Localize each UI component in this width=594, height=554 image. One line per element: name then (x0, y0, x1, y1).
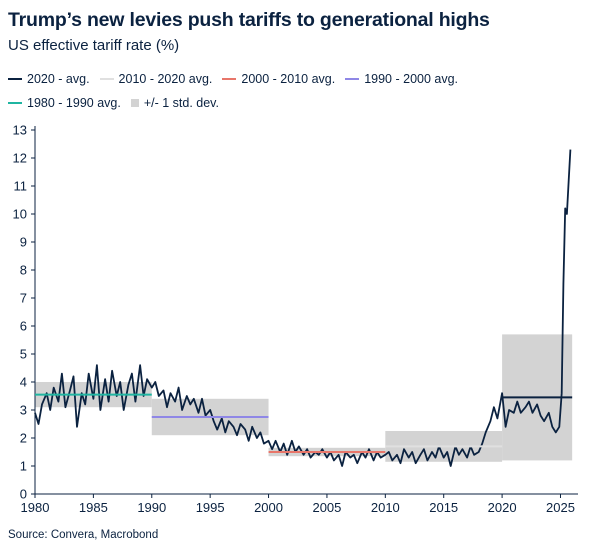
legend-swatch (345, 78, 360, 80)
legend-item-2000-2010-avg: 2000 - 2010 avg. (222, 72, 335, 86)
y-tick-label: 11 (14, 179, 28, 194)
legend-swatch (8, 78, 22, 80)
y-tick-label: 13 (13, 123, 27, 138)
y-tick-label: 6 (20, 319, 27, 334)
x-tick-label: 1995 (196, 500, 225, 515)
source-note: Source: Convera, Macrobond (8, 529, 159, 541)
x-tick-label: 2020 (488, 500, 517, 515)
x-tick-label: 2010 (371, 500, 400, 515)
chart-legend: 2020 - avg. 2010 - 2020 avg. 2000 - 2010… (8, 67, 588, 115)
legend-swatch (99, 78, 114, 80)
x-tick-label: 2015 (429, 500, 458, 515)
x-tick-label: 2000 (254, 500, 283, 515)
y-tick-label: 2 (20, 431, 27, 446)
y-tick-label: 0 (20, 487, 27, 502)
legend-item-1990-2000-avg: 1990 - 2000 avg. (345, 72, 458, 86)
chart-title: Trump’s new levies push tariffs to gener… (8, 9, 490, 31)
legend-swatch (130, 99, 139, 107)
legend-item-2010-2020-avg: 2010 - 2020 avg. (99, 72, 213, 86)
legend-row-2: 1980 - 1990 avg. +/- 1 std. dev. (8, 91, 588, 115)
x-tick-label: 1985 (79, 500, 108, 515)
x-tick-label: 2005 (312, 500, 341, 515)
y-tick-label: 12 (13, 151, 27, 166)
legend-label: 2010 - 2020 avg. (118, 72, 213, 86)
legend-item-1980-1990-avg: 1980 - 1990 avg. (8, 96, 121, 110)
y-tick-label: 3 (20, 403, 27, 418)
legend-item-2020-avg: 2020 - avg. (8, 72, 90, 86)
y-tick-label: 5 (20, 347, 27, 362)
legend-label: 1990 - 2000 avg. (364, 72, 459, 86)
y-tick-label: 8 (20, 263, 27, 278)
legend-label: 2020 - avg. (27, 72, 90, 86)
legend-item-std-dev: +/- 1 std. dev. (130, 96, 219, 110)
y-tick-label: 9 (20, 235, 27, 250)
x-tick-label: 1990 (137, 500, 166, 515)
x-tick-label: 2025 (546, 500, 575, 515)
y-tick-label: 1 (20, 459, 27, 474)
legend-swatch (222, 78, 237, 80)
chart-subtitle: US effective tariff rate (%) (8, 37, 180, 54)
y-tick-label: 4 (20, 375, 27, 390)
x-tick-label: 1980 (21, 500, 50, 515)
legend-swatch (8, 102, 22, 104)
legend-row-1: 2020 - avg. 2010 - 2020 avg. 2000 - 2010… (8, 67, 588, 91)
y-tick-label: 10 (13, 207, 27, 222)
y-tick-label: 7 (20, 291, 27, 306)
legend-label: 2000 - 2010 avg. (241, 72, 336, 86)
legend-label: 1980 - 1990 avg. (27, 96, 121, 110)
tariff-rate-line (34, 149, 572, 467)
legend-label: +/- 1 std. dev. (143, 96, 219, 110)
